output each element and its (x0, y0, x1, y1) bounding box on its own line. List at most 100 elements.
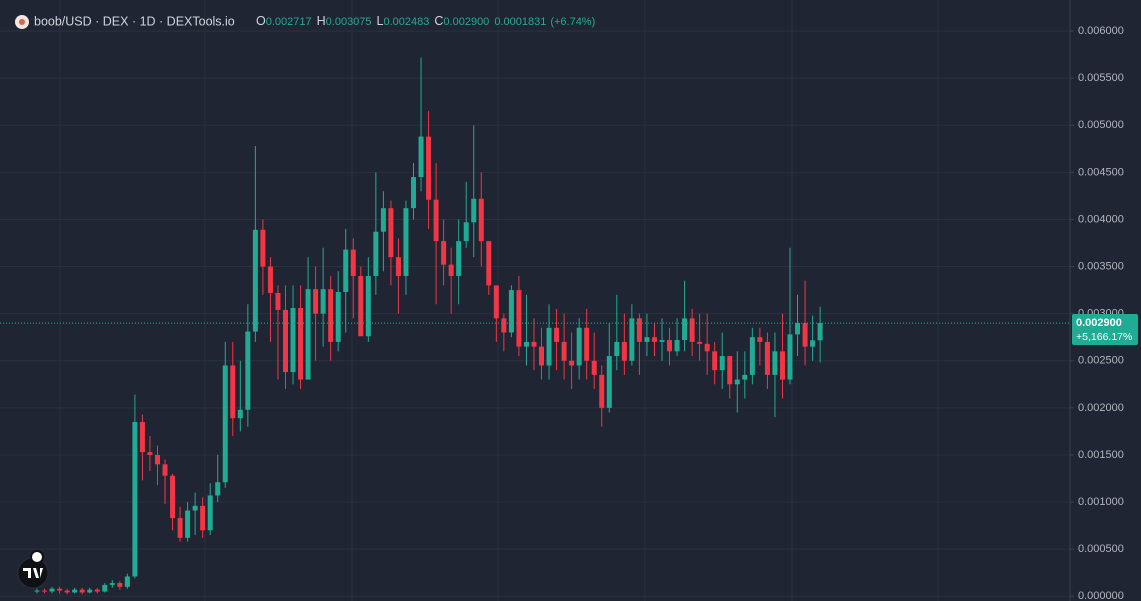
candle-body (501, 318, 507, 333)
candle-body (192, 505, 198, 511)
candle-body (230, 365, 236, 419)
candle-body (252, 229, 258, 332)
ohlc-key: L (377, 14, 384, 28)
ohlc-key: H (317, 14, 326, 28)
candle-body (260, 229, 266, 267)
candle-body (689, 318, 695, 342)
candle-body (802, 323, 808, 347)
candle-body (727, 356, 733, 385)
candle-body (64, 590, 70, 593)
candle-body (614, 341, 620, 357)
candle-body (109, 583, 115, 585)
candle-body (34, 590, 40, 592)
candle-body (682, 318, 688, 341)
ohlc-value: 0.002483 (384, 16, 430, 28)
candle-body (697, 341, 703, 344)
time-grid (59, 0, 939, 601)
ohlc-value: 0.002717 (266, 16, 312, 28)
y-tick-label: 0.003500 (1078, 260, 1124, 272)
y-tick-label: 0.002500 (1078, 355, 1124, 367)
candle-body (493, 285, 499, 319)
change: 0.0001831 (494, 16, 546, 28)
candle-body (418, 136, 424, 178)
candle-body (810, 340, 816, 347)
candle-body (817, 323, 823, 341)
candle-body (659, 340, 665, 342)
candle-body (79, 589, 85, 593)
ohlc-values: O0.002717 H0.003075 L0.002483 C0.002900 0.00… (256, 14, 595, 28)
price-grid (0, 30, 1070, 597)
symbol-icon-dot (19, 19, 25, 25)
candle-body (117, 583, 123, 587)
candle-body (215, 482, 221, 496)
candle-body (365, 275, 371, 337)
candle-body (200, 505, 206, 531)
candle-body (433, 199, 439, 242)
candle-body (320, 289, 326, 314)
header: boob/USD · DEX · 1D · DEXTools.io O0.002… (15, 14, 595, 29)
candle-body (139, 421, 145, 453)
candle-body (335, 291, 341, 342)
last-price-box (1072, 314, 1138, 345)
candle-body (787, 334, 793, 380)
candle-body (403, 208, 409, 276)
candle-body (411, 177, 416, 209)
candle-body (245, 331, 251, 410)
ohlc-value: 0.002900 (443, 16, 489, 28)
candle-body (644, 337, 650, 342)
candle-body (395, 257, 401, 276)
candle-body (486, 241, 492, 286)
logo-glyph (23, 568, 43, 578)
candle-body (651, 337, 657, 342)
logo-badge (30, 550, 44, 564)
ohlc-value: 0.003075 (326, 16, 372, 28)
candle-body (456, 241, 462, 276)
y-tick-label: 0.004500 (1078, 166, 1124, 178)
candle-body (719, 356, 725, 371)
candle-body (554, 327, 560, 342)
ohlc-key: O (256, 14, 266, 28)
candle-body (388, 208, 394, 258)
candle-body (539, 346, 545, 366)
candle-body (373, 231, 379, 276)
candle-body (606, 356, 612, 408)
y-tick-label: 0.000500 (1078, 543, 1124, 555)
last-price-label: 0.002900 +5,166.17% (1072, 314, 1138, 345)
candle-body (523, 341, 529, 347)
candle-body (772, 351, 778, 375)
candle-body (621, 341, 627, 361)
candle-body (380, 208, 386, 232)
y-tick-label: 0.006000 (1078, 25, 1124, 37)
candle-body (561, 341, 567, 361)
candle-body (358, 275, 364, 337)
candle-body (222, 365, 228, 483)
last-price-change: +5,166.17% (1076, 331, 1132, 343)
change-pct: (+6.74%) (550, 16, 595, 28)
y-tick-label: 0.001000 (1078, 496, 1124, 508)
candle-body (531, 341, 537, 347)
candle-body (124, 576, 130, 587)
candle-body (282, 309, 288, 373)
candle-body (667, 340, 673, 352)
y-tick-label: 0.002000 (1078, 402, 1124, 414)
candle-body (569, 360, 575, 366)
candle-body (764, 341, 770, 375)
candle-body (275, 292, 281, 310)
candle-body (267, 266, 273, 293)
candle-body (734, 379, 740, 385)
last-price: 0.002900 (1076, 317, 1122, 329)
y-tick-label: 0.004000 (1078, 213, 1124, 225)
y-tick-label: 0.000000 (1078, 590, 1124, 601)
candle-body (448, 264, 454, 276)
candle-body (478, 198, 484, 242)
candle-body (72, 589, 78, 593)
price-axis: 0.000000 0.000500 0.001000 0.001500 0.002000… (1070, 25, 1124, 601)
candle-body (508, 290, 514, 333)
candle-body (237, 409, 243, 419)
candle-body (305, 289, 311, 380)
candle-body (94, 589, 100, 592)
candles (0, 57, 1070, 595)
candle-body (636, 318, 642, 342)
